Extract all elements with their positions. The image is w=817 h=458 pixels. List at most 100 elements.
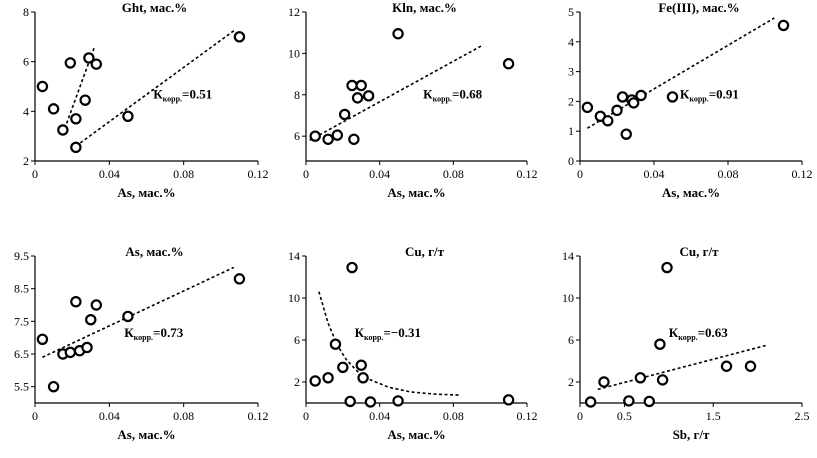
data-point: [36, 80, 49, 93]
x-axis-label: As, мас.%: [387, 185, 445, 200]
x-tick-label: 0.08: [443, 167, 464, 181]
correlation-value: =0.51: [182, 86, 212, 101]
chart-title: Cu, г/т: [679, 244, 719, 259]
data-point: [623, 395, 635, 407]
y-tick-label: 8: [294, 88, 300, 102]
y-tick-label: 5.5: [14, 380, 29, 394]
y-tick-label: 2: [294, 375, 300, 389]
y-tick-label: 2: [568, 94, 574, 108]
chart-title: Ght, мас.%: [122, 0, 187, 15]
data-point: [79, 94, 91, 106]
data-point: [346, 261, 358, 274]
chart-panel-6: 2 6 10 14 0 0.5 1.5 2.5 Cu, г/т Sb, г/т Ккорр.=0.6…: [562, 244, 810, 442]
chart-title: Fe(III), мас.%: [658, 0, 739, 15]
data-point: [355, 359, 367, 371]
y-tick-label: 7.5: [14, 314, 29, 328]
data-point: [322, 372, 334, 384]
x-tick-label: 0.12: [792, 167, 813, 181]
chart-title: As, мас.%: [125, 244, 183, 259]
data-point: [83, 52, 95, 64]
y-tick-label: 5: [568, 5, 574, 19]
data-point: [627, 97, 640, 109]
x-axis-label: Sb, г/т: [673, 427, 710, 442]
data-point: [744, 360, 757, 372]
chart-panel-5: 2 6 10 14 0 0.04 0.08 0.12 Cu, г/т As, мас.% Ккорр…: [288, 244, 538, 442]
x-tick-label: 0.12: [248, 409, 269, 423]
data-point: [666, 91, 679, 103]
data-point: [309, 130, 321, 142]
data-point: [233, 273, 246, 285]
data-point: [122, 110, 134, 123]
y-tick-label: 8.5: [14, 282, 29, 296]
data-point: [602, 115, 614, 127]
trend-line: [318, 291, 459, 396]
correlation-prefix: К: [423, 86, 433, 101]
data-point: [70, 296, 82, 308]
correlation-subscript: корр.: [433, 94, 452, 103]
data-point: [64, 346, 77, 359]
correlation-subscript: корр.: [689, 94, 708, 103]
correlation-label: Ккорр.=0.91: [680, 86, 739, 103]
chart-panel-1: 2 4 6 8 0 0.04 0.08 0.12 Ght, мас.% As, мас.% Ккор…: [23, 0, 269, 200]
data-point: [357, 372, 369, 384]
y-tick-label: 4: [568, 35, 574, 49]
data-point: [364, 396, 377, 408]
data-point: [777, 19, 790, 32]
data-point: [620, 128, 632, 140]
trend-line: [42, 266, 235, 359]
x-tick-label: 0: [303, 409, 309, 423]
y-tick-label: 3: [568, 65, 574, 79]
correlation-value: =0.91: [709, 86, 739, 101]
y-tick-label: 1: [568, 124, 574, 138]
correlation-subscript: корр.: [163, 94, 182, 103]
chart-panel-2: 6 8 10 12 0 0.04 0.08 0.12 Kln, мас.% As, мас.% Кк…: [288, 0, 538, 200]
x-tick-label: 0.04: [644, 167, 665, 181]
data-point: [502, 394, 515, 406]
data-point: [584, 396, 597, 408]
correlation-prefix: К: [669, 325, 679, 340]
y-tick-label: 6: [568, 333, 574, 347]
x-tick-label: 0.08: [173, 409, 194, 423]
y-tick-label: 14: [288, 249, 300, 263]
data-point: [337, 361, 349, 373]
correlation-value: =0.68: [452, 86, 483, 101]
x-tick-label: 2.5: [795, 409, 810, 423]
y-tick-label: 6: [294, 333, 300, 347]
data-point: [338, 108, 351, 121]
data-point: [90, 299, 103, 311]
data-point: [355, 79, 367, 92]
x-tick-label: 0.04: [99, 409, 120, 423]
correlation-label: Ккорр.=0.51: [153, 86, 212, 103]
x-tick-label: 0.12: [517, 409, 538, 423]
data-point: [57, 124, 69, 136]
data-point: [36, 333, 49, 345]
data-point: [348, 133, 360, 145]
correlation-label: Ккорр.=0.73: [124, 325, 184, 342]
correlation-prefix: К: [153, 86, 163, 101]
x-axis-label: As, мас.%: [117, 427, 175, 442]
data-point: [81, 341, 93, 354]
correlation-subscript: корр.: [134, 333, 153, 342]
x-tick-label: 0: [32, 409, 38, 423]
x-tick-label: 0: [577, 409, 583, 423]
correlation-value: =−0.31: [383, 325, 421, 340]
x-axis-label: As, мас.%: [387, 427, 445, 442]
data-point: [598, 376, 610, 388]
data-point: [392, 395, 404, 407]
data-point: [47, 103, 60, 115]
x-tick-label: 0.04: [369, 409, 390, 423]
y-tick-label: 9.5: [14, 249, 29, 263]
data-point: [635, 89, 647, 102]
y-tick-label: 8: [23, 5, 29, 19]
y-tick-label: 14: [562, 249, 574, 263]
data-point: [329, 338, 342, 350]
x-tick-label: 0.04: [99, 167, 120, 181]
data-point: [70, 113, 82, 125]
y-tick-label: 12: [288, 5, 300, 19]
y-tick-label: 10: [562, 291, 574, 305]
y-tick-label: 2: [23, 154, 29, 168]
chart-title: Cu, г/т: [405, 244, 445, 259]
y-tick-label: 2: [568, 375, 574, 389]
correlation-subscript: корр.: [364, 333, 383, 342]
correlation-label: Ккорр.=0.63: [669, 325, 729, 342]
